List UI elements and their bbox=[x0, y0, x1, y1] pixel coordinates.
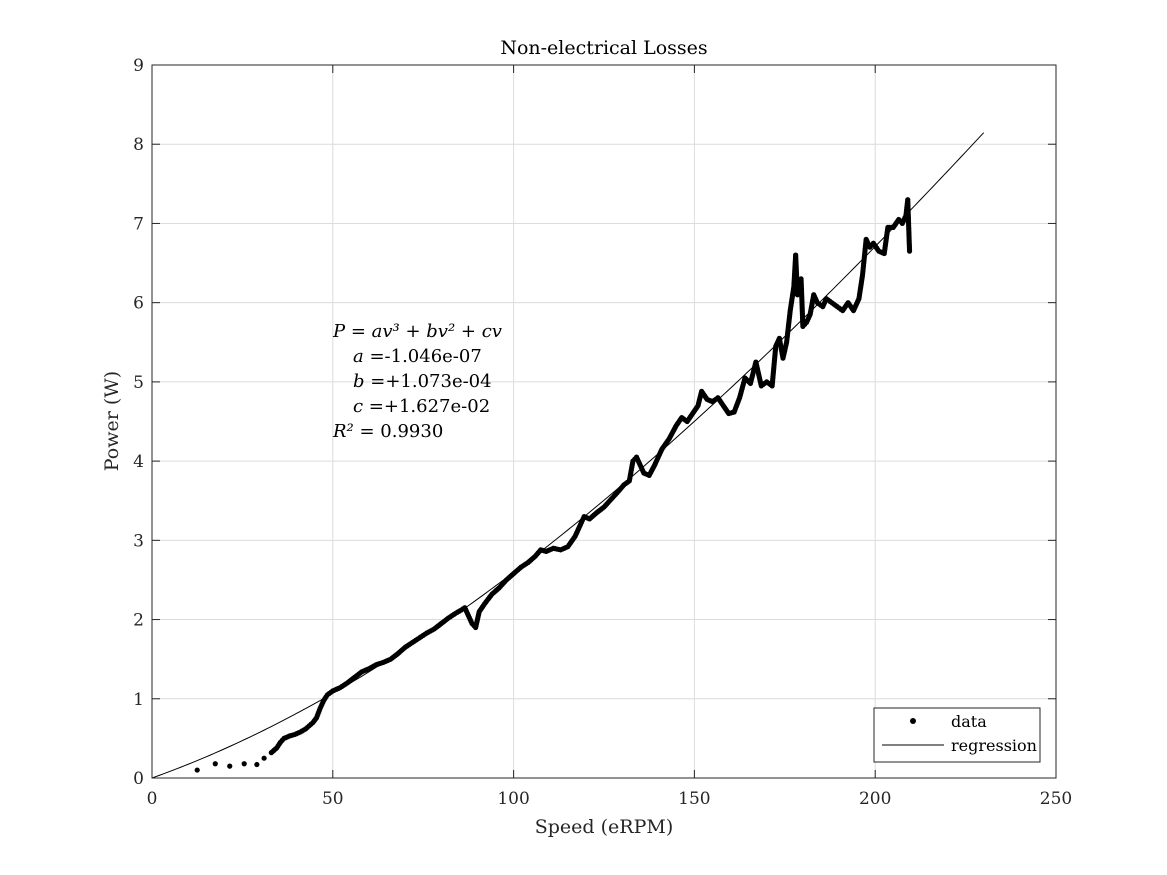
data-points bbox=[194, 197, 913, 773]
y-tick-label: 1 bbox=[133, 690, 144, 710]
x-axis-label: Speed (eRPM) bbox=[535, 816, 673, 838]
fit-annotation: P = av³ + bv² + cv a =-1.046e-07 b =+1.0… bbox=[332, 321, 502, 442]
x-tick-label: 200 bbox=[859, 789, 891, 809]
y-tick-label: 7 bbox=[133, 214, 144, 234]
y-axis-label: Power (W) bbox=[101, 371, 123, 471]
coef-b-value: +1.073e-04 bbox=[385, 371, 491, 392]
data-point bbox=[241, 761, 247, 767]
axis-ticks: 0 50 100 150 200 250 0 1 2 3 4 5 6 7 8 9 bbox=[133, 56, 1072, 809]
y-tick-label: 0 bbox=[133, 769, 144, 789]
coef-b-label: b = bbox=[353, 371, 385, 392]
regression-layer bbox=[151, 132, 985, 779]
coef-c-value: +1.627e-02 bbox=[384, 396, 490, 417]
data-point bbox=[212, 761, 218, 767]
coef-c-label: c = bbox=[353, 396, 384, 417]
axes-box bbox=[151, 64, 1057, 779]
y-tick-label: 2 bbox=[133, 611, 144, 631]
y-tick-label: 3 bbox=[133, 531, 144, 551]
y-tick-label: 5 bbox=[133, 373, 144, 393]
legend-regression-label: regression bbox=[951, 736, 1037, 755]
equation-text: P = av³ + bv² + cv bbox=[332, 321, 502, 342]
coef-b-line: b =+1.073e-04 bbox=[353, 371, 492, 392]
legend-data-label: data bbox=[951, 712, 987, 731]
x-tick-label: 150 bbox=[678, 789, 710, 809]
x-tick-label: 250 bbox=[1040, 789, 1072, 809]
data-point bbox=[254, 761, 260, 768]
x-tick-label: 100 bbox=[497, 789, 529, 809]
data-point bbox=[261, 755, 267, 761]
r2-value: 0.9930 bbox=[380, 421, 443, 442]
data-point bbox=[227, 763, 233, 769]
coef-a-label: a = bbox=[353, 346, 385, 367]
data-point bbox=[906, 248, 913, 254]
coef-a-value: -1.046e-07 bbox=[385, 346, 482, 367]
r2-label: R² = bbox=[332, 421, 380, 442]
legend-data-marker bbox=[910, 718, 916, 724]
legend: data regression bbox=[873, 707, 1041, 763]
y-tick-label: 6 bbox=[133, 294, 144, 314]
y-tick-label: 8 bbox=[133, 135, 144, 155]
chart-title: Non-electrical Losses bbox=[500, 37, 707, 59]
y-tick-label: 4 bbox=[133, 452, 144, 472]
grid bbox=[151, 64, 1057, 779]
regression-line bbox=[151, 132, 985, 779]
legend-box bbox=[873, 707, 1041, 763]
coef-a-line: a =-1.046e-07 bbox=[353, 346, 482, 367]
data-point bbox=[194, 767, 200, 773]
r2-line: R² = 0.9930 bbox=[332, 421, 443, 442]
x-tick-label: 50 bbox=[322, 789, 344, 809]
y-tick-label: 9 bbox=[133, 56, 144, 76]
plot-area bbox=[152, 65, 1056, 778]
x-tick-label: 0 bbox=[147, 789, 158, 809]
coef-c-line: c =+1.627e-02 bbox=[353, 396, 490, 417]
